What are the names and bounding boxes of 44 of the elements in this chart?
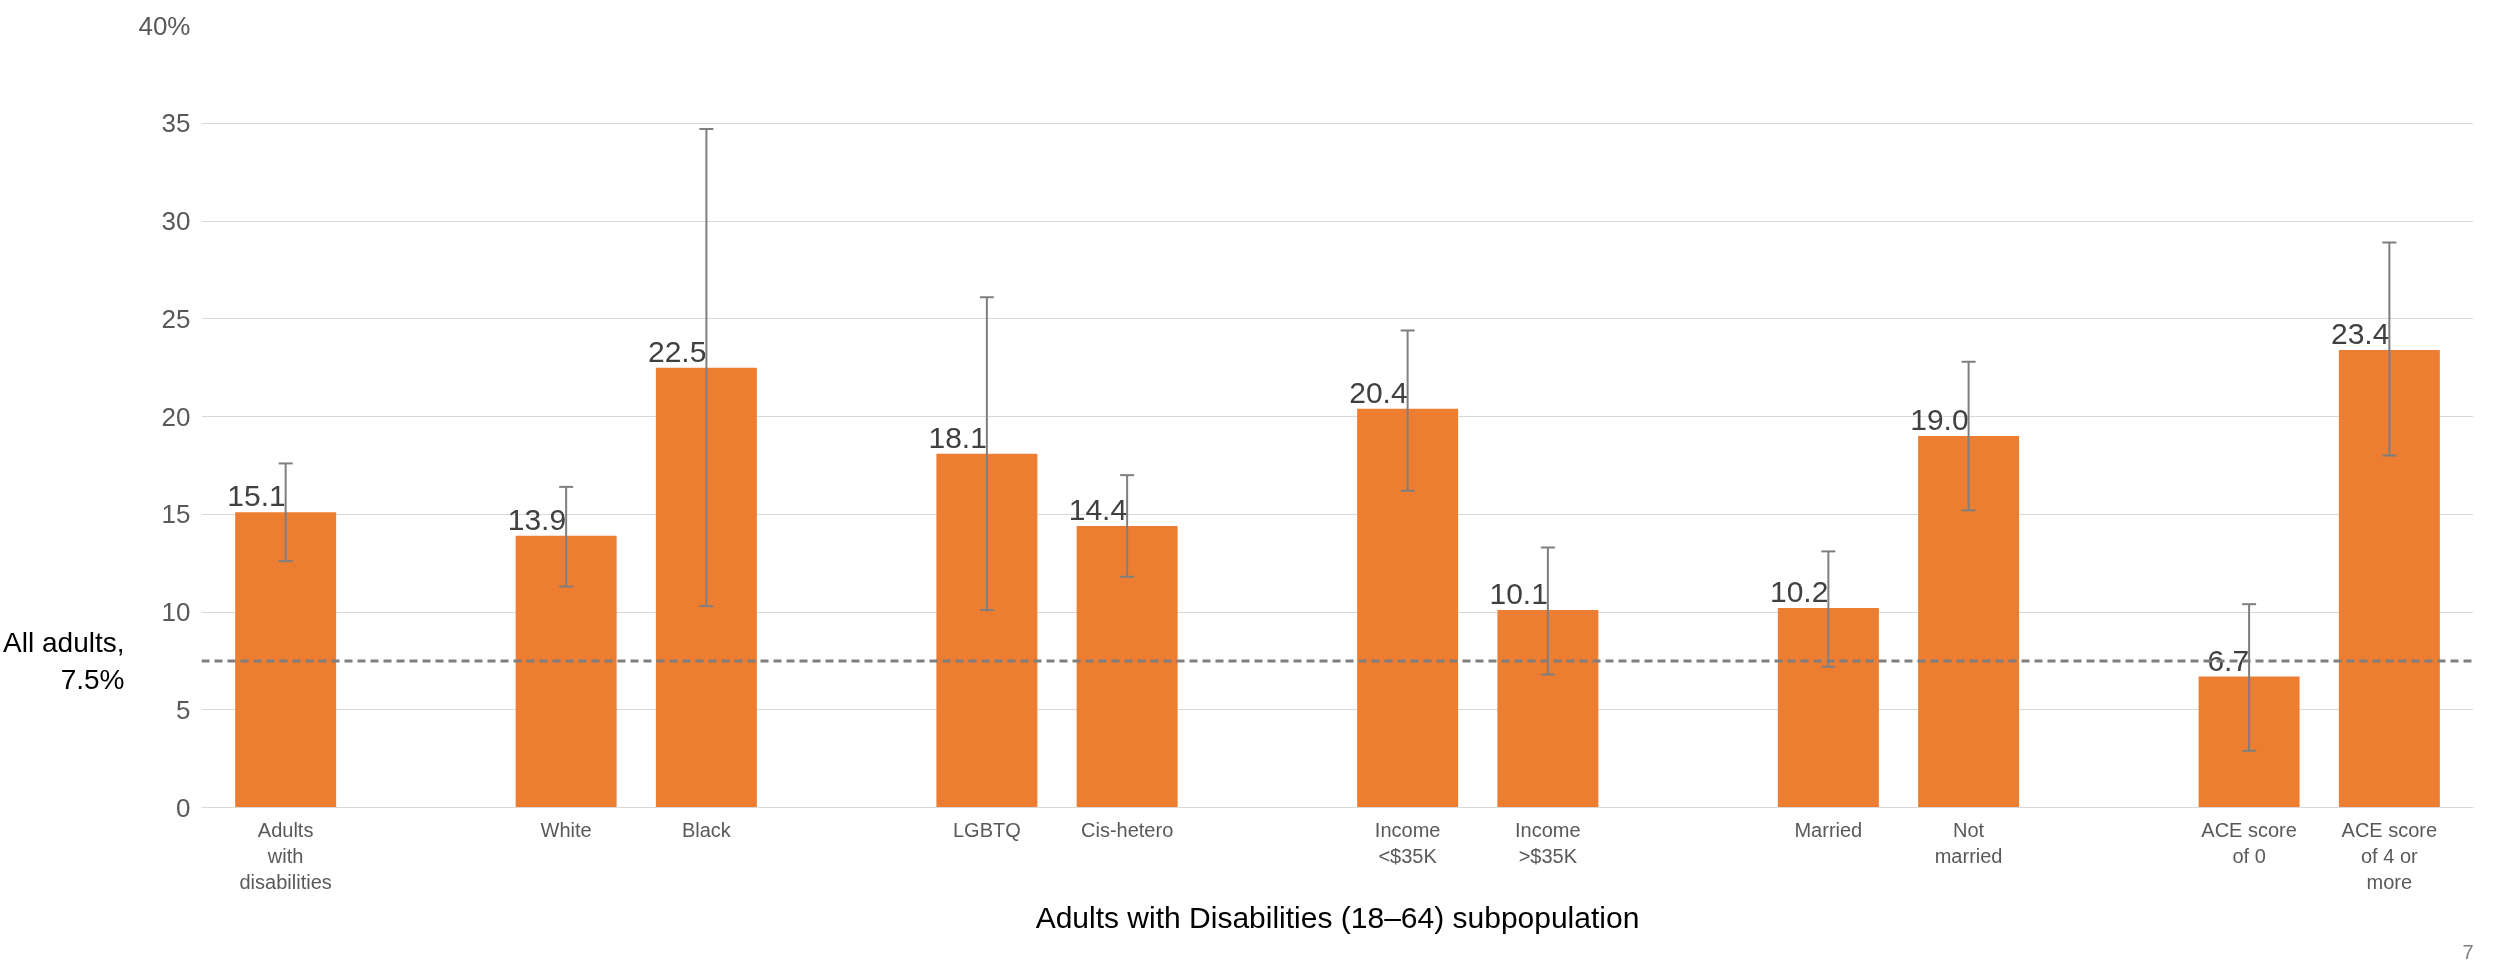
bar bbox=[1357, 408, 1459, 808]
x-tick-label: White bbox=[540, 818, 592, 841]
bar bbox=[2338, 350, 2440, 808]
bar bbox=[936, 453, 1038, 808]
bar bbox=[1497, 610, 1599, 808]
data-label: 22.5 bbox=[648, 334, 707, 368]
x-tick-label: Cis-hetero bbox=[1081, 818, 1174, 841]
x-axis-title: Adults with Disabilities (18–64) subpopulation bbox=[1035, 901, 1640, 935]
y-tick-label: 30 bbox=[161, 206, 191, 236]
bar bbox=[1076, 525, 1178, 808]
text: 7 bbox=[2462, 940, 2474, 963]
y-tick-label: 10 bbox=[161, 597, 191, 627]
bar bbox=[2198, 676, 2300, 808]
bar bbox=[235, 512, 337, 808]
x-tick-label: Not married bbox=[1934, 818, 2003, 867]
y-tick-label: 20 bbox=[161, 401, 191, 432]
x-tick-label: ACE score of 0 bbox=[2201, 818, 2297, 867]
data-label: 23.4 bbox=[2330, 317, 2390, 351]
y-tick-label: 5 bbox=[176, 694, 191, 725]
y-tick-label: 35 bbox=[161, 108, 191, 139]
x-tick-label: ACE score of 4 or more bbox=[2341, 818, 2438, 894]
x-tick-label: LGBTQ bbox=[952, 818, 1021, 841]
x-tick-label: Adults with disabilities bbox=[239, 818, 332, 894]
bar bbox=[1918, 436, 2020, 808]
y-tick-label: 25 bbox=[161, 303, 191, 334]
data-label: 20.4 bbox=[1349, 375, 1408, 409]
x-tick-label: Income <$35K bbox=[1374, 818, 1441, 867]
ref-line-label: All adults, 7.5% bbox=[3, 626, 125, 695]
x-tick-label: Income >$35K bbox=[1515, 818, 1581, 867]
bar bbox=[655, 367, 757, 808]
y-tick-label: 15 bbox=[161, 499, 191, 530]
data-label: 19.0 bbox=[1910, 403, 1969, 437]
y-tick-label: 40% bbox=[138, 10, 191, 41]
data-label: 6.7 bbox=[2207, 643, 2250, 677]
bar bbox=[1777, 608, 1879, 808]
bar bbox=[515, 535, 617, 808]
data-label: 18.1 bbox=[928, 420, 987, 454]
y-tick-label: 0 bbox=[176, 792, 191, 823]
data-label: 10.1 bbox=[1489, 577, 1548, 611]
data-label: 10.2 bbox=[1769, 575, 1829, 609]
x-tick-label: Married bbox=[1794, 818, 1863, 841]
data-label: 13.9 bbox=[507, 502, 567, 536]
x-tick-label: Black bbox=[681, 818, 732, 841]
data-label: 15.1 bbox=[227, 479, 286, 513]
